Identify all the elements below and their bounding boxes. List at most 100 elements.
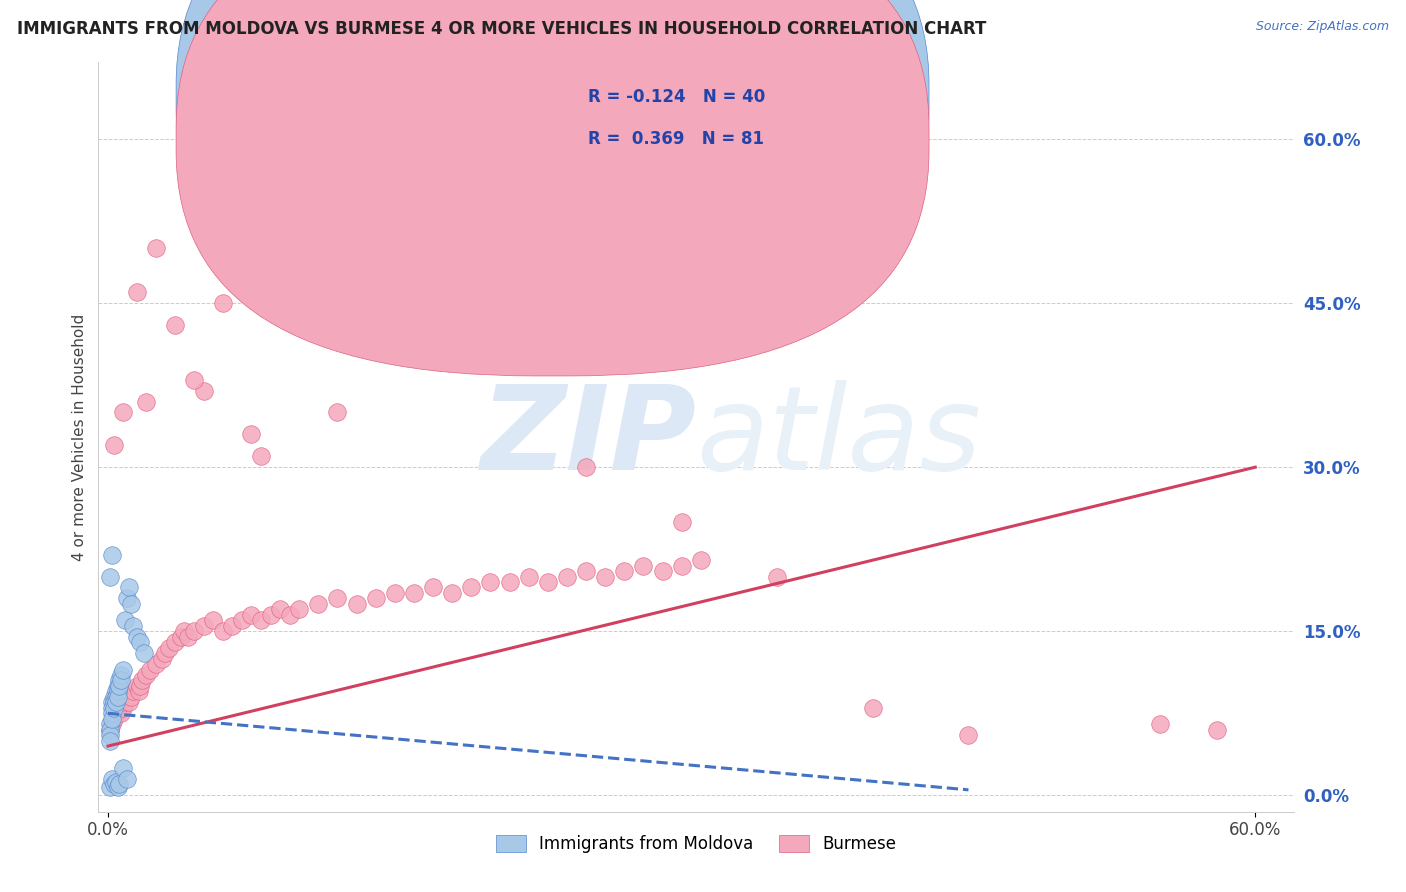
- Point: [125, 679, 148, 693]
- Point: [101, 772, 124, 786]
- Point: [183, 624, 205, 639]
- Point: [104, 706, 127, 721]
- Point: [346, 597, 368, 611]
- Point: [110, 673, 132, 688]
- Point: [125, 285, 148, 300]
- Point: [135, 668, 157, 682]
- Point: [128, 684, 150, 698]
- Point: [169, 630, 191, 644]
- Y-axis label: 4 or more Vehicles in Household: 4 or more Vehicles in Household: [72, 313, 87, 561]
- Point: [479, 574, 502, 589]
- Point: [150, 651, 173, 665]
- Point: [671, 558, 693, 573]
- Point: [108, 673, 131, 688]
- Point: [177, 630, 200, 644]
- Point: [259, 607, 281, 622]
- Point: [671, 515, 693, 529]
- Point: [101, 701, 124, 715]
- Point: [115, 591, 138, 606]
- Point: [537, 574, 560, 589]
- Point: [104, 690, 127, 704]
- Point: [110, 668, 132, 682]
- Point: [98, 717, 121, 731]
- Point: [120, 690, 142, 704]
- Point: [957, 728, 980, 742]
- Point: [118, 581, 141, 595]
- Point: [173, 624, 195, 639]
- Point: [278, 607, 301, 622]
- Point: [108, 695, 131, 709]
- Point: [120, 597, 142, 611]
- Point: [104, 775, 127, 789]
- Text: IMMIGRANTS FROM MOLDOVA VS BURMESE 4 OR MORE VEHICLES IN HOUSEHOLD CORRELATION C: IMMIGRANTS FROM MOLDOVA VS BURMESE 4 OR …: [17, 20, 986, 37]
- Point: [101, 706, 124, 721]
- Point: [575, 460, 598, 475]
- Point: [103, 695, 125, 709]
- Point: [98, 728, 121, 742]
- Text: atlas: atlas: [696, 380, 981, 494]
- FancyBboxPatch shape: [176, 0, 929, 334]
- Point: [103, 701, 125, 715]
- Point: [115, 690, 138, 704]
- Point: [101, 695, 124, 709]
- Point: [269, 602, 291, 616]
- Point: [250, 449, 273, 463]
- Point: [593, 569, 616, 583]
- Point: [613, 564, 636, 578]
- Text: R =  0.369   N = 81: R = 0.369 N = 81: [589, 130, 765, 148]
- Point: [98, 569, 121, 583]
- Point: [129, 635, 152, 649]
- Point: [115, 772, 138, 786]
- Point: [103, 438, 125, 452]
- Point: [1149, 717, 1171, 731]
- Point: [183, 373, 205, 387]
- Point: [139, 663, 162, 677]
- Point: [193, 619, 215, 633]
- Point: [211, 296, 233, 310]
- Point: [125, 630, 148, 644]
- Point: [1206, 723, 1229, 737]
- Point: [402, 586, 425, 600]
- Point: [101, 717, 124, 731]
- Point: [118, 695, 141, 709]
- Point: [862, 701, 884, 715]
- Point: [112, 701, 135, 715]
- Point: [101, 712, 124, 726]
- Point: [326, 591, 349, 606]
- Point: [108, 679, 131, 693]
- Point: [633, 558, 655, 573]
- Legend: Immigrants from Moldova, Burmese: Immigrants from Moldova, Burmese: [489, 828, 903, 860]
- Point: [134, 646, 156, 660]
- Text: ZIP: ZIP: [479, 380, 696, 494]
- Point: [193, 384, 215, 398]
- Point: [107, 679, 129, 693]
- Point: [575, 564, 598, 578]
- Point: [517, 569, 540, 583]
- Point: [112, 761, 135, 775]
- Point: [460, 581, 482, 595]
- Point: [364, 591, 387, 606]
- Point: [131, 673, 153, 688]
- Point: [498, 574, 520, 589]
- Point: [307, 597, 329, 611]
- Point: [651, 564, 673, 578]
- Point: [221, 619, 243, 633]
- Point: [240, 607, 263, 622]
- Text: R = -0.124   N = 40: R = -0.124 N = 40: [589, 87, 766, 105]
- Point: [766, 569, 789, 583]
- Point: [103, 690, 125, 704]
- Point: [103, 712, 125, 726]
- Point: [104, 684, 127, 698]
- Point: [112, 405, 135, 419]
- Point: [114, 613, 136, 627]
- Point: [121, 684, 143, 698]
- Point: [129, 679, 152, 693]
- FancyBboxPatch shape: [517, 78, 852, 168]
- Point: [250, 613, 273, 627]
- Point: [103, 777, 125, 791]
- Point: [402, 351, 425, 365]
- Point: [155, 646, 177, 660]
- Point: [157, 640, 180, 655]
- Point: [202, 613, 225, 627]
- Point: [104, 695, 127, 709]
